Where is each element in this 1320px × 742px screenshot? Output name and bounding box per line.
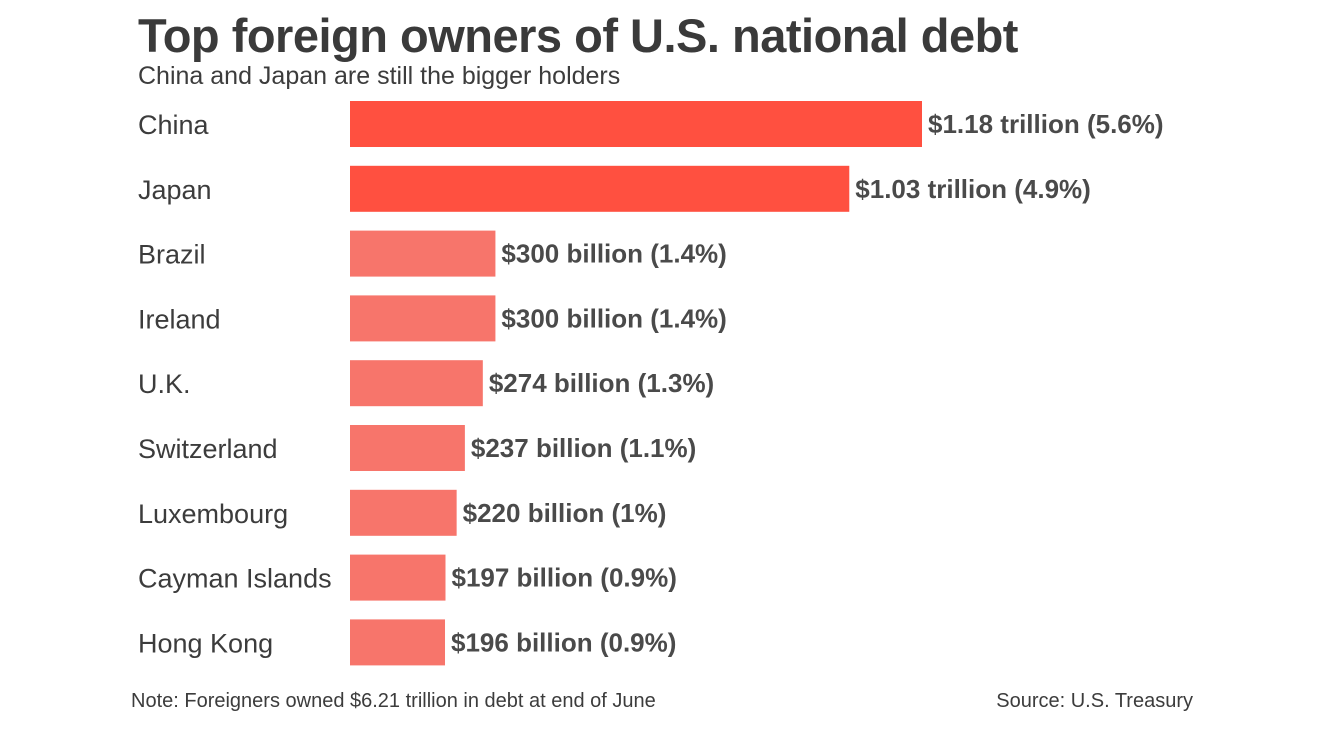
category-label: Hong Kong	[138, 628, 273, 658]
bar	[350, 230, 496, 277]
bar	[350, 554, 446, 601]
source-credit: Source: U.S. Treasury	[996, 690, 1193, 712]
category-label: Japan	[138, 175, 212, 205]
bar	[350, 101, 922, 147]
chart-subtitle: China and Japan are still the bigger hol…	[138, 62, 621, 90]
bar	[350, 489, 457, 536]
bar	[350, 295, 496, 342]
category-label: Ireland	[138, 304, 221, 334]
category-label: Brazil	[138, 240, 206, 270]
data-label: $300 billion (1.4%)	[501, 303, 726, 333]
category-label: Cayman Islands	[138, 564, 332, 594]
data-label: $300 billion (1.4%)	[501, 239, 726, 269]
footnote: Note: Foreigners owned $6.21 trillion in…	[131, 690, 656, 712]
data-label: $237 billion (1.1%)	[471, 433, 696, 463]
bar	[350, 360, 483, 407]
chart-title: Top foreign owners of U.S. national debt	[138, 9, 1018, 62]
data-label: $220 billion (1%)	[463, 498, 667, 528]
data-label: $1.18 trillion (5.6%)	[928, 109, 1164, 139]
category-label: Switzerland	[138, 434, 278, 464]
bar	[350, 425, 465, 471]
data-label: $274 billion (1.3%)	[489, 368, 714, 398]
data-label: $196 billion (0.9%)	[451, 627, 676, 657]
category-label: China	[138, 110, 210, 140]
category-label: Luxembourg	[138, 499, 288, 529]
data-label: $1.03 trillion (4.9%)	[855, 174, 1091, 204]
category-label: U.K.	[138, 369, 191, 399]
bar	[350, 165, 850, 212]
data-label: $197 billion (0.9%)	[451, 563, 676, 593]
bar	[350, 619, 446, 666]
